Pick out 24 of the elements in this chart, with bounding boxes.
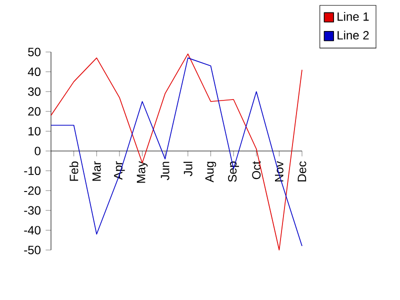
x-tick-label: Jun [160, 162, 170, 180]
x-tick-label: Dec [298, 161, 306, 182]
x-tick-label: Sep [228, 162, 239, 182]
y-tick-label: -30 [24, 206, 40, 215]
y-tick-label: 10 [28, 126, 40, 136]
y-tick-label: 0 [34, 146, 40, 156]
x-tick-label: Feb [69, 162, 78, 181]
y-tick-label: -20 [24, 186, 40, 195]
legend-label: Line 2 [338, 30, 369, 40]
x-tick-label: Mar [92, 161, 101, 181]
x-tick-label: Nov [274, 161, 284, 182]
y-tick-label: -40 [24, 226, 40, 234]
y-tick-label: 20 [28, 107, 40, 116]
legend-label: Line 1 [338, 12, 369, 21]
x-tick-label: May [136, 161, 148, 183]
y-tick-label: -50 [24, 246, 40, 254]
y-tick-label: 40 [28, 68, 40, 76]
x-tick-label: Apr [114, 161, 125, 180]
y-tick-label: -10 [24, 166, 40, 176]
y-tick-label: 30 [28, 87, 40, 96]
y-tick-label: 50 [28, 48, 40, 56]
x-tick-label: Aug [205, 162, 216, 182]
x-tick-label: Jul [184, 162, 192, 176]
x-tick-label: Oct [252, 161, 261, 180]
